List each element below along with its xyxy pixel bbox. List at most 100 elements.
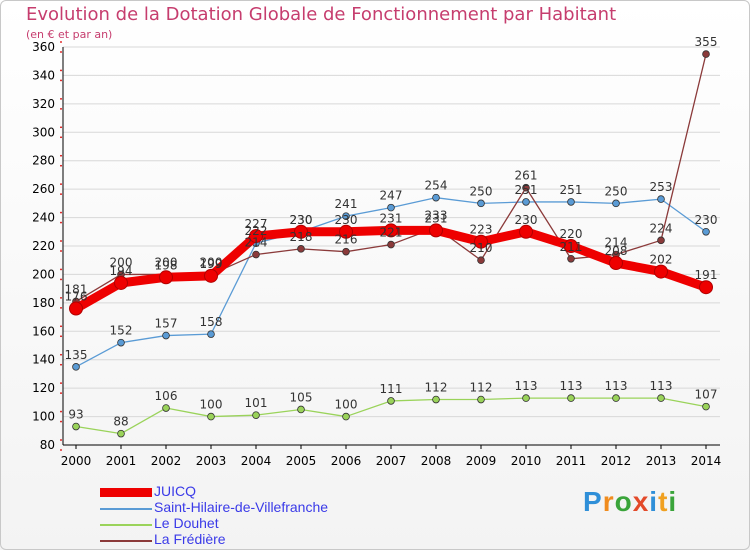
chart-title: Evolution de la Dotation Globale de Fonc… — [26, 4, 617, 25]
data-label: 199 — [200, 257, 223, 271]
data-point — [249, 229, 263, 244]
legend-swatch-le-douhet — [100, 524, 152, 526]
chart-subtitle: (en € et par an) — [26, 28, 113, 41]
data-label: 223 — [470, 223, 493, 237]
logo-letter: t — [658, 486, 669, 517]
data-point — [657, 195, 665, 203]
x-tick-label: 2009 — [466, 454, 497, 468]
series-juicq — [69, 223, 713, 316]
data-label: 191 — [695, 268, 718, 282]
data-point — [477, 395, 485, 404]
data-point — [117, 429, 125, 438]
data-label: 200 — [200, 255, 223, 269]
data-label: 221 — [380, 226, 403, 240]
data-point — [477, 199, 485, 208]
data-label: 93 — [68, 408, 83, 422]
data-point — [699, 280, 713, 295]
data-label: 250 — [605, 184, 628, 198]
data-label: 113 — [605, 379, 628, 393]
data-point — [207, 412, 215, 421]
data-point — [117, 338, 125, 347]
data-label: 214 — [605, 236, 628, 250]
data-label: 233 — [425, 209, 448, 223]
data-point — [609, 256, 623, 271]
data-point — [387, 203, 395, 212]
data-label: 100 — [200, 398, 223, 412]
data-point — [657, 394, 665, 402]
y-tick-label: 80 — [40, 438, 55, 452]
data-label: 216 — [335, 233, 358, 247]
data-label: 220 — [560, 227, 583, 241]
y-tick-label: 240 — [32, 211, 55, 225]
data-point — [159, 270, 173, 285]
data-label: 200 — [110, 255, 133, 269]
data-point — [252, 250, 260, 259]
y-tick-label: 300 — [32, 125, 55, 139]
data-label: 253 — [650, 180, 673, 194]
series-saint-hilaire — [72, 193, 710, 371]
data-point — [384, 223, 398, 238]
data-label: 230 — [515, 213, 538, 227]
data-point — [252, 411, 260, 419]
x-tick-label: 2004 — [241, 454, 272, 468]
data-label: 101 — [245, 396, 268, 410]
y-tick-label: 280 — [32, 154, 55, 168]
legend-label-le-douhet: Le Douhet — [154, 515, 219, 531]
x-tick-label: 2002 — [151, 454, 182, 468]
data-label: 176 — [65, 290, 88, 304]
data-label: 113 — [560, 379, 583, 393]
data-point — [612, 394, 620, 402]
data-label: 230 — [290, 213, 313, 227]
data-label: 198 — [155, 258, 178, 272]
data-label: 158 — [200, 315, 223, 329]
data-point — [567, 198, 575, 206]
y-tick-label: 100 — [32, 410, 55, 424]
logo-letter: P — [583, 486, 603, 517]
data-label: 224 — [650, 221, 673, 235]
x-tick-label: 2012 — [601, 454, 632, 468]
y-tick-label: 360 — [32, 40, 55, 54]
data-point — [564, 239, 578, 253]
x-tick-label: 2011 — [556, 454, 587, 468]
data-point — [342, 212, 350, 220]
data-point — [204, 268, 218, 283]
data-point — [522, 198, 530, 206]
data-label: 214 — [245, 236, 268, 250]
data-point — [432, 193, 440, 202]
data-label: 251 — [560, 183, 583, 197]
data-label: 111 — [380, 382, 403, 396]
data-point — [474, 234, 488, 249]
data-label: 105 — [290, 390, 313, 404]
legend-label-la-frediere: La Frédière — [154, 531, 226, 547]
legend-label-juicq: JUICQ — [154, 483, 196, 499]
data-point — [162, 404, 170, 412]
x-tick-label: 2005 — [286, 454, 317, 468]
data-label: 230 — [695, 213, 718, 227]
data-label: 88 — [113, 415, 128, 429]
data-point — [114, 275, 128, 290]
data-label: 107 — [695, 388, 718, 402]
data-point — [477, 256, 485, 265]
data-point — [654, 264, 668, 279]
data-label: 100 — [335, 398, 358, 412]
data-point — [612, 199, 620, 208]
proxiti-logo: Proxiti — [583, 486, 677, 518]
y-tick-label: 200 — [32, 267, 55, 281]
x-tick-label: 2008 — [421, 454, 452, 468]
data-label: 230 — [335, 213, 358, 227]
logo-letter: o — [614, 486, 633, 517]
data-label: 194 — [110, 264, 133, 278]
series-le-douhet — [72, 394, 710, 438]
data-label: 113 — [650, 379, 673, 393]
data-label: 208 — [605, 244, 628, 258]
legend-swatch-la-frediere — [100, 540, 152, 542]
data-point — [522, 394, 530, 402]
logo-letter: i — [668, 486, 678, 517]
x-tick-label: 2007 — [376, 454, 407, 468]
data-label: 210 — [470, 241, 493, 255]
legend-swatch-saint-hilaire — [100, 508, 152, 510]
data-label: 202 — [650, 253, 673, 267]
data-label: 113 — [515, 379, 538, 393]
data-point — [339, 224, 353, 239]
